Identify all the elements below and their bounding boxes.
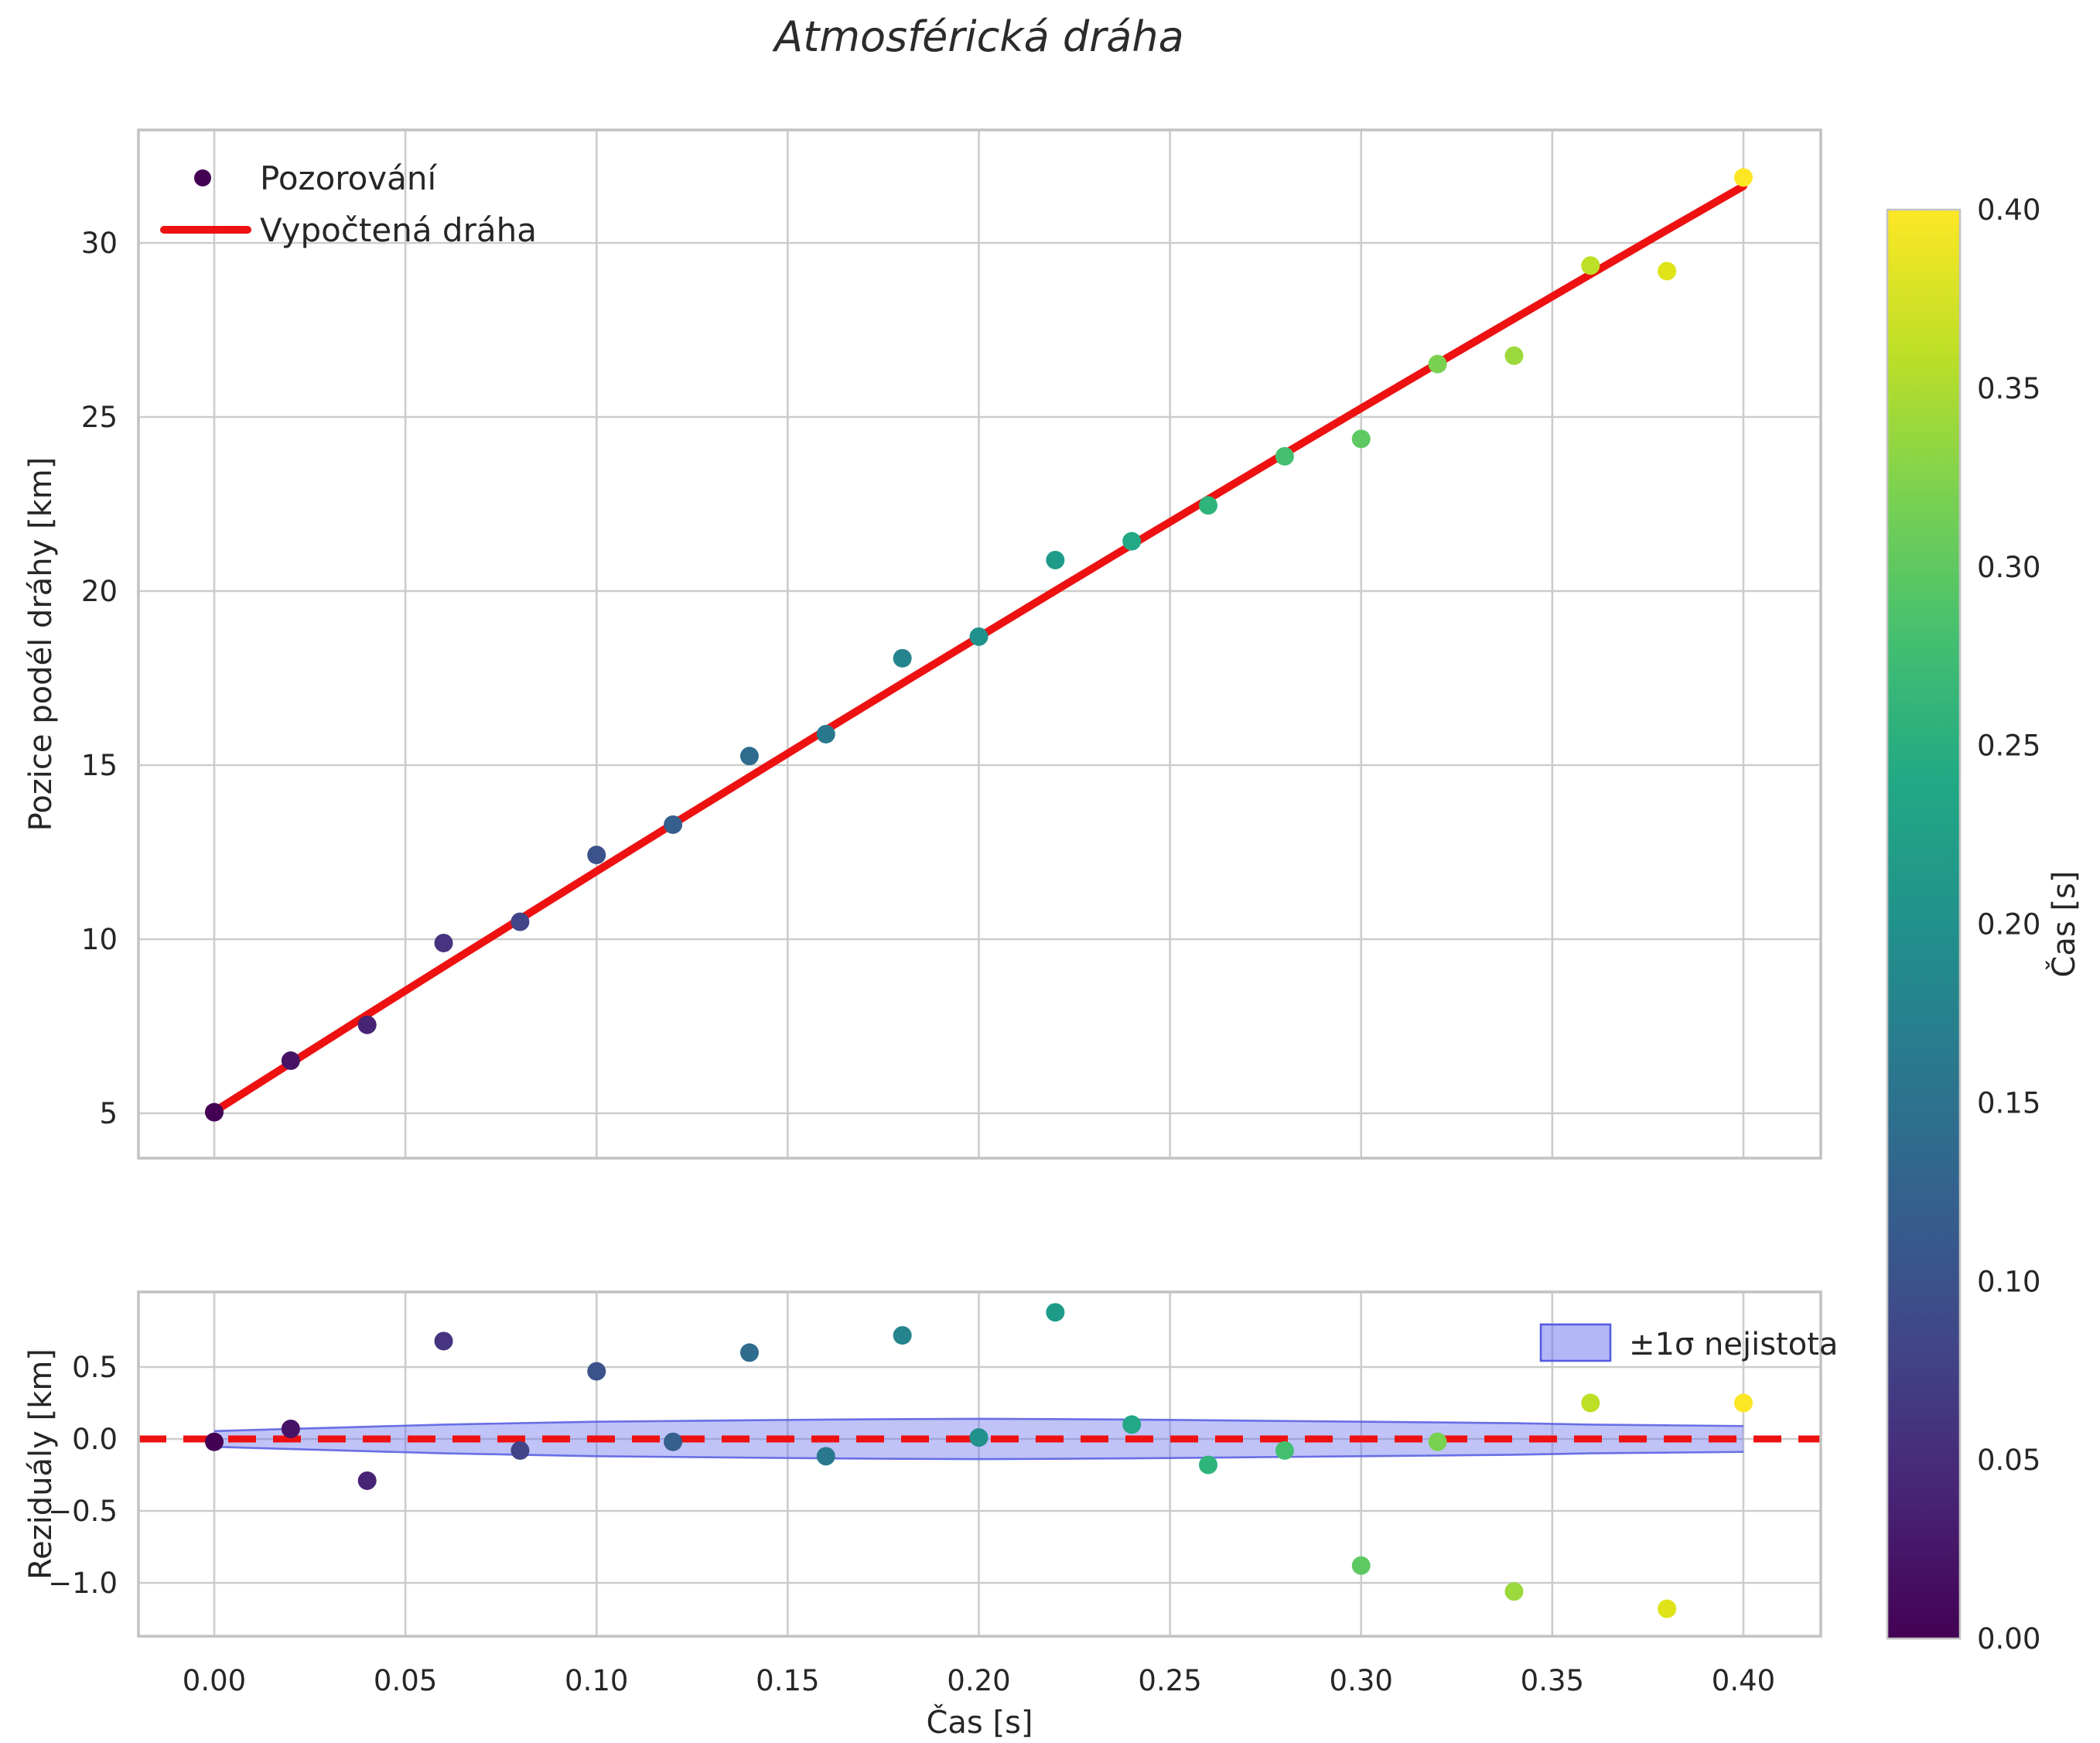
legend-observations-label: Pozorování — [260, 159, 438, 197]
residual-point — [357, 1471, 377, 1490]
residual-point — [510, 1441, 530, 1460]
residual-point — [281, 1419, 300, 1438]
legend-observations-marker — [194, 169, 211, 186]
scatter-point — [1275, 446, 1294, 466]
residual-point — [205, 1432, 224, 1451]
colorbar-label: Čas [s] — [2045, 870, 2082, 977]
residual-point — [664, 1432, 683, 1451]
colorbar-tick-label: 0.15 — [1977, 1086, 2040, 1119]
colorbar-tick-label: 0.10 — [1977, 1265, 2040, 1298]
x-axis-label: Čas [s] — [926, 1704, 1033, 1741]
residual-point — [434, 1331, 453, 1351]
main-y-axis-label: Pozice podél dráhy [km] — [23, 457, 59, 832]
x-tick-label: 0.40 — [1712, 1664, 1775, 1697]
residual-point — [1275, 1441, 1294, 1460]
x-tick-label: 0.10 — [565, 1664, 628, 1697]
scatter-point — [205, 1102, 224, 1122]
residual-point — [1046, 1303, 1065, 1322]
y-tick-label: 25 — [81, 401, 118, 434]
scatter-point — [1199, 496, 1218, 515]
scatter-point — [664, 815, 683, 834]
colorbar-tick-label: 0.00 — [1977, 1622, 2040, 1656]
residual-point — [816, 1447, 835, 1466]
residual-axes-spine — [137, 1290, 1822, 1638]
residual-y-tick-label: 0.0 — [72, 1423, 118, 1456]
residual-point — [1734, 1393, 1753, 1413]
x-tick-label: 0.35 — [1521, 1664, 1584, 1697]
colorbar — [1886, 208, 1962, 1640]
residual-y-axis-label: Reziduály [km] — [23, 1348, 59, 1580]
x-tick-label: 0.15 — [756, 1664, 819, 1697]
x-tick-label: 0.20 — [947, 1664, 1010, 1697]
scatter-point — [1581, 256, 1600, 275]
residual-point — [1658, 1599, 1677, 1618]
scatter-point — [510, 912, 530, 931]
scatter-point — [434, 933, 453, 952]
uncertainty-band-upper-edge — [213, 1417, 1744, 1433]
residual-point — [969, 1428, 989, 1447]
residual-point — [893, 1326, 912, 1345]
x-tick-label: 0.25 — [1138, 1664, 1201, 1697]
residual-point — [587, 1362, 606, 1381]
x-tick-label: 0.05 — [374, 1664, 437, 1697]
residual-point — [1428, 1432, 1447, 1451]
legend-band-swatch — [1539, 1323, 1612, 1362]
residual-point — [739, 1343, 759, 1362]
y-tick-label: 5 — [99, 1097, 118, 1130]
scatter-point — [1658, 261, 1677, 281]
residual-y-tick-label: −0.5 — [48, 1495, 118, 1528]
residual-point — [1199, 1455, 1218, 1475]
colorbar-tick-label: 0.40 — [1977, 193, 2040, 227]
scatter-point — [1122, 531, 1142, 551]
scatter-point — [816, 724, 835, 743]
scatter-point — [969, 627, 989, 646]
x-tick-label: 0.00 — [183, 1664, 246, 1697]
scatter-point — [1734, 168, 1753, 187]
colorbar-tick-label: 0.30 — [1977, 551, 2040, 584]
y-tick-label: 20 — [81, 575, 118, 608]
residual-point — [1122, 1415, 1142, 1434]
residual-y-tick-label: 0.5 — [72, 1351, 118, 1384]
legend-fit-label: Vypočtená dráha — [260, 211, 537, 249]
scatter-point — [357, 1015, 377, 1034]
colorbar-tick-label: 0.05 — [1977, 1444, 2040, 1477]
scatter-point — [1504, 346, 1524, 365]
y-tick-label: 10 — [81, 923, 118, 956]
y-tick-label: 30 — [81, 227, 118, 260]
colorbar-tick-label: 0.35 — [1977, 372, 2040, 405]
scatter-point — [587, 846, 606, 865]
scatter-point — [1428, 354, 1447, 374]
scatter-point — [1351, 429, 1371, 449]
residual-point — [1351, 1556, 1371, 1575]
residual-point — [1504, 1582, 1524, 1601]
residual-point — [1581, 1393, 1600, 1413]
figure-title: Atmosférická dráha — [774, 12, 1184, 61]
scatter-point — [281, 1051, 300, 1071]
main-axes-spine — [137, 128, 1822, 1160]
colorbar-tick-label: 0.20 — [1977, 908, 2040, 942]
residual-y-tick-label: −1.0 — [48, 1567, 118, 1600]
y-tick-label: 15 — [81, 749, 118, 782]
x-tick-label: 0.30 — [1330, 1664, 1393, 1697]
colorbar-tick-label: 0.25 — [1977, 730, 2040, 763]
uncertainty-band-lower-edge — [213, 1445, 1744, 1461]
scatter-point — [893, 648, 912, 668]
scatter-point — [1046, 550, 1065, 569]
scatter-point — [739, 747, 759, 766]
legend-band-label: ±1σ nejistota — [1629, 1327, 1838, 1362]
